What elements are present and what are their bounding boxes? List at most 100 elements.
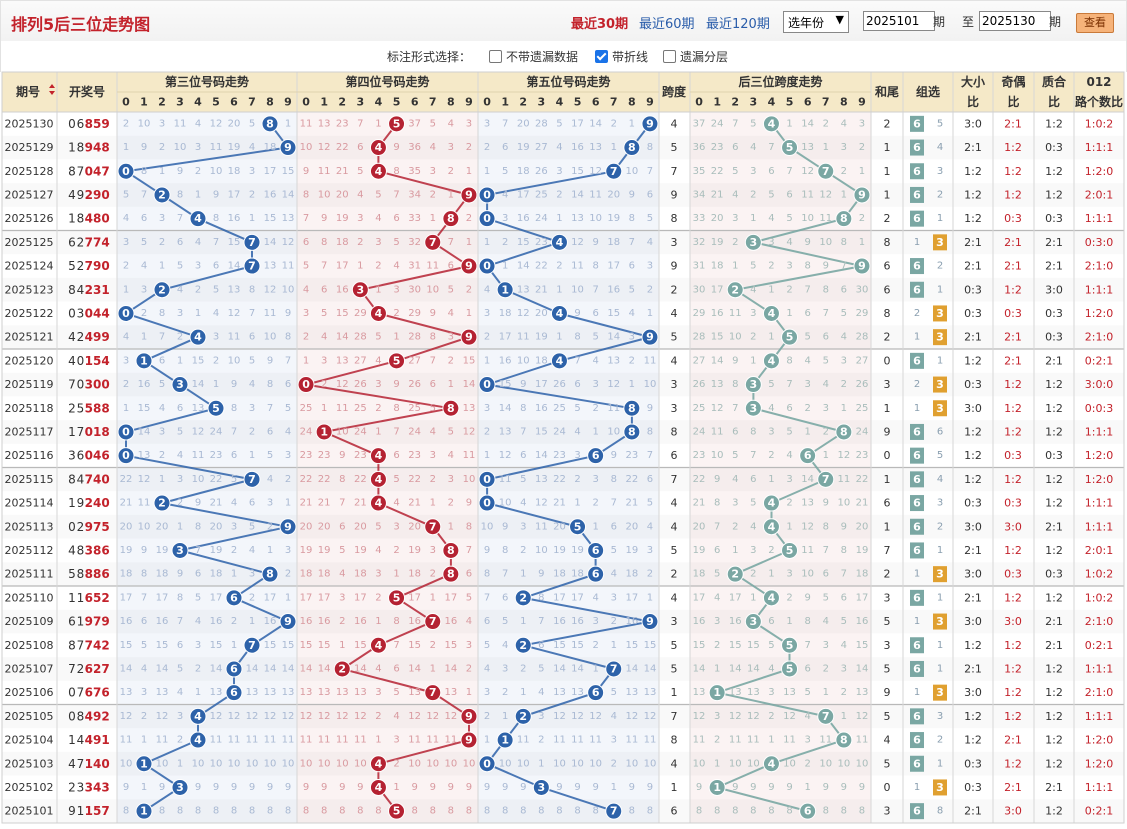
checkbox-icon[interactable] (489, 50, 502, 63)
table-012: 2:1:0 (1085, 686, 1113, 699)
year-select[interactable]: 选年份 ▼ (783, 11, 849, 33)
omission-value: 7 (502, 569, 508, 580)
omission-value: 3 (786, 569, 792, 580)
group-other-value: 2 (937, 189, 943, 200)
checkbox-checked-icon[interactable] (595, 50, 608, 63)
omission-value: 18 (553, 569, 566, 580)
omission-value: 8 (303, 806, 309, 817)
group-badge-text: 6 (913, 473, 921, 486)
option-with-line[interactable]: 带折线 (595, 48, 648, 65)
omission-value: 1 (267, 545, 273, 556)
omission-value: 11 (571, 735, 584, 746)
omission-value: 19 (571, 545, 584, 556)
omission-value: 14 (856, 663, 869, 674)
trend-ball (623, 423, 641, 441)
table-period: 2025105 (5, 710, 54, 723)
to-period-input[interactable] (979, 11, 1051, 31)
omission-value: 10 (535, 545, 548, 556)
draw-digit: 2 (68, 401, 76, 415)
group-badge (933, 779, 947, 796)
draw-digit: 0 (101, 496, 109, 510)
omission-value: 20 (517, 118, 530, 129)
draw-digit: 4 (68, 330, 76, 344)
omission-value: 4 (123, 332, 129, 343)
group-other-value: 1 (937, 284, 943, 295)
omission-value: 7 (393, 426, 399, 437)
omission-value: 11 (801, 189, 814, 200)
trend-ball-digit: 0 (483, 212, 491, 225)
omission-value: 17 (607, 261, 620, 272)
omission-value: 29 (856, 308, 869, 319)
query-button[interactable]: 查看 (1076, 13, 1114, 33)
omission-value: 2 (195, 166, 201, 177)
table-odd-even: 1:2 (1004, 591, 1022, 604)
omission-value: 5 (375, 521, 381, 532)
trend-ball (369, 470, 387, 488)
omission-value: 2 (768, 545, 774, 556)
omission-value: 1 (375, 426, 381, 437)
table-prime: 3:0 (1045, 283, 1063, 296)
trend-ball-digit: 9 (465, 260, 473, 273)
trend-ball (279, 613, 297, 631)
omission-value: 16 (156, 616, 169, 627)
group-badge-text: 3 (936, 331, 944, 344)
omission-value: 14 (192, 379, 205, 390)
draw-digit: 7 (101, 804, 109, 818)
period-link-60[interactable]: 最近60期 (639, 17, 695, 32)
omission-value: 10 (336, 758, 349, 769)
table-sum-tail: 1 (884, 402, 891, 415)
option-layer[interactable]: 遗漏分层 (663, 48, 728, 65)
draw-digit: 5 (93, 354, 101, 368)
omission-value: 15 (336, 308, 349, 319)
omission-value: 13 (856, 687, 869, 698)
draw-digit: 1 (85, 354, 93, 368)
trend-ball (460, 731, 478, 749)
trend-ball-digit: 4 (556, 307, 564, 320)
trend-ball (424, 613, 442, 631)
omission-value: 7 (231, 426, 237, 437)
draw-digit: 9 (68, 804, 76, 818)
omission-value: 4 (357, 189, 363, 200)
draw-digit: 4 (85, 330, 93, 344)
period-link-30[interactable]: 最近30期 (571, 17, 629, 32)
omission-value: 14 (336, 332, 349, 343)
omission-value: 8 (574, 332, 580, 343)
table-012: 2:0:1 (1085, 544, 1113, 557)
omission-value: 20 (156, 521, 169, 532)
table-prime: 2:1 (1045, 260, 1063, 273)
omission-value: 3 (647, 545, 653, 556)
omission-value: 7 (750, 450, 756, 461)
option-no-omission[interactable]: 不带遗漏数据 (489, 48, 578, 65)
omission-value: 8 (841, 545, 847, 556)
omission-value: 1 (647, 592, 653, 603)
group-other-value: 1 (914, 782, 920, 793)
header-digit: 6 (411, 96, 419, 109)
table-period: 2025108 (5, 639, 54, 652)
from-period-input[interactable] (863, 11, 935, 31)
omission-value: 20 (318, 521, 331, 532)
omission-value: 17 (264, 592, 277, 603)
omission-value: 8 (714, 498, 720, 509)
omission-value: 8 (647, 806, 653, 817)
omission-value: 1 (768, 569, 774, 580)
omission-value: 3 (502, 663, 508, 674)
omission-value: 19 (318, 545, 331, 556)
trend-ball-digit: 4 (768, 497, 776, 510)
checkbox-icon[interactable] (663, 50, 676, 63)
table-prime: 1:2 (1045, 473, 1063, 486)
omission-value: 5 (123, 189, 129, 200)
omission-value: 5 (804, 687, 810, 698)
table-012: 2:1:0 (1085, 615, 1113, 628)
trend-ball (207, 399, 225, 417)
period-link-120[interactable]: 最近120期 (706, 17, 770, 32)
group-other-value: 2 (914, 308, 920, 319)
omission-value: 3 (375, 687, 381, 698)
omission-value: 3 (177, 711, 183, 722)
omission-value: 2 (823, 118, 829, 129)
omission-value: 10 (246, 758, 259, 769)
omission-value: 12 (138, 474, 151, 485)
omission-value: 9 (141, 545, 147, 556)
table-odd-even: 1:2 (1004, 757, 1022, 770)
omission-value: 12 (228, 711, 241, 722)
